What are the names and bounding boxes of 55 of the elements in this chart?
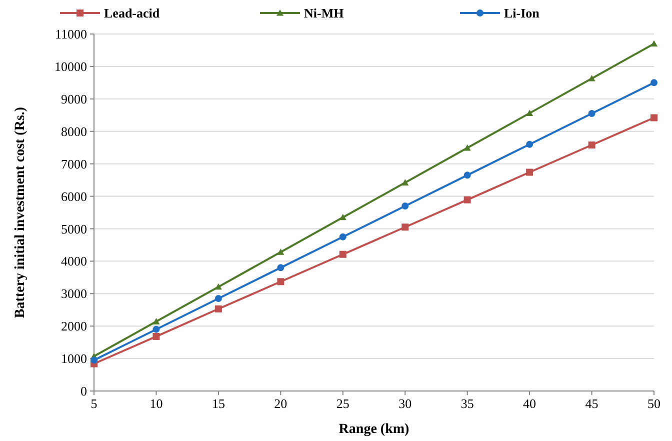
x-tick-label: 25	[336, 396, 350, 411]
y-tick-label: 1000	[61, 351, 87, 366]
legend-label: Ni-MH	[304, 6, 344, 21]
y-tick-label: 11000	[54, 26, 87, 42]
x-tick-label: 40	[523, 396, 536, 411]
x-axis-title: Range (km)	[338, 422, 410, 437]
point	[464, 196, 471, 204]
point	[214, 295, 222, 302]
point	[588, 141, 596, 148]
x-tick-label: 30	[398, 396, 412, 411]
x-tick-label: 45	[585, 396, 598, 411]
point	[214, 305, 222, 312]
point	[152, 318, 160, 324]
point	[402, 202, 409, 210]
x-tick-label: 20	[274, 396, 288, 411]
y-tick-label: 7000	[61, 156, 87, 172]
point	[588, 74, 596, 82]
point	[339, 214, 346, 220]
point	[214, 283, 222, 290]
point	[277, 278, 284, 286]
y-tick-label: 5000	[61, 221, 87, 236]
point	[526, 140, 534, 148]
legend-label: Lead-acid	[104, 6, 160, 21]
legend-label: Li-Ion	[504, 6, 540, 21]
point	[90, 356, 98, 364]
x-tick-label: 50	[648, 396, 660, 411]
y-tick-label: 10000	[54, 59, 87, 74]
x-tick-label: 5	[90, 396, 98, 411]
point	[650, 114, 658, 122]
point	[464, 144, 471, 151]
point	[402, 224, 409, 231]
point	[277, 248, 284, 255]
point	[402, 179, 409, 186]
x-tick-label: 35	[460, 396, 474, 411]
y-tick-label: 3000	[61, 286, 87, 302]
point	[152, 332, 160, 340]
y-tick-label: 4000	[61, 254, 87, 269]
point	[277, 264, 284, 272]
x-tick-label: 15	[212, 396, 225, 411]
y-tick-label: 6000	[61, 188, 87, 204]
y-tick-label: 9000	[61, 91, 87, 106]
point	[339, 233, 346, 240]
y-tick-label: 0	[80, 384, 87, 399]
point	[339, 250, 346, 258]
point	[464, 172, 471, 179]
y-tick-label: 8000	[61, 124, 87, 139]
x-tick-label: 10	[150, 396, 163, 411]
point	[650, 79, 658, 86]
point	[588, 110, 596, 118]
point	[526, 168, 534, 176]
y-tick-label: 2000	[61, 318, 87, 334]
y-axis-title: Battery initial investment cost (Rs.)	[13, 106, 28, 318]
point	[650, 40, 658, 47]
point	[526, 110, 534, 116]
point	[152, 326, 160, 333]
